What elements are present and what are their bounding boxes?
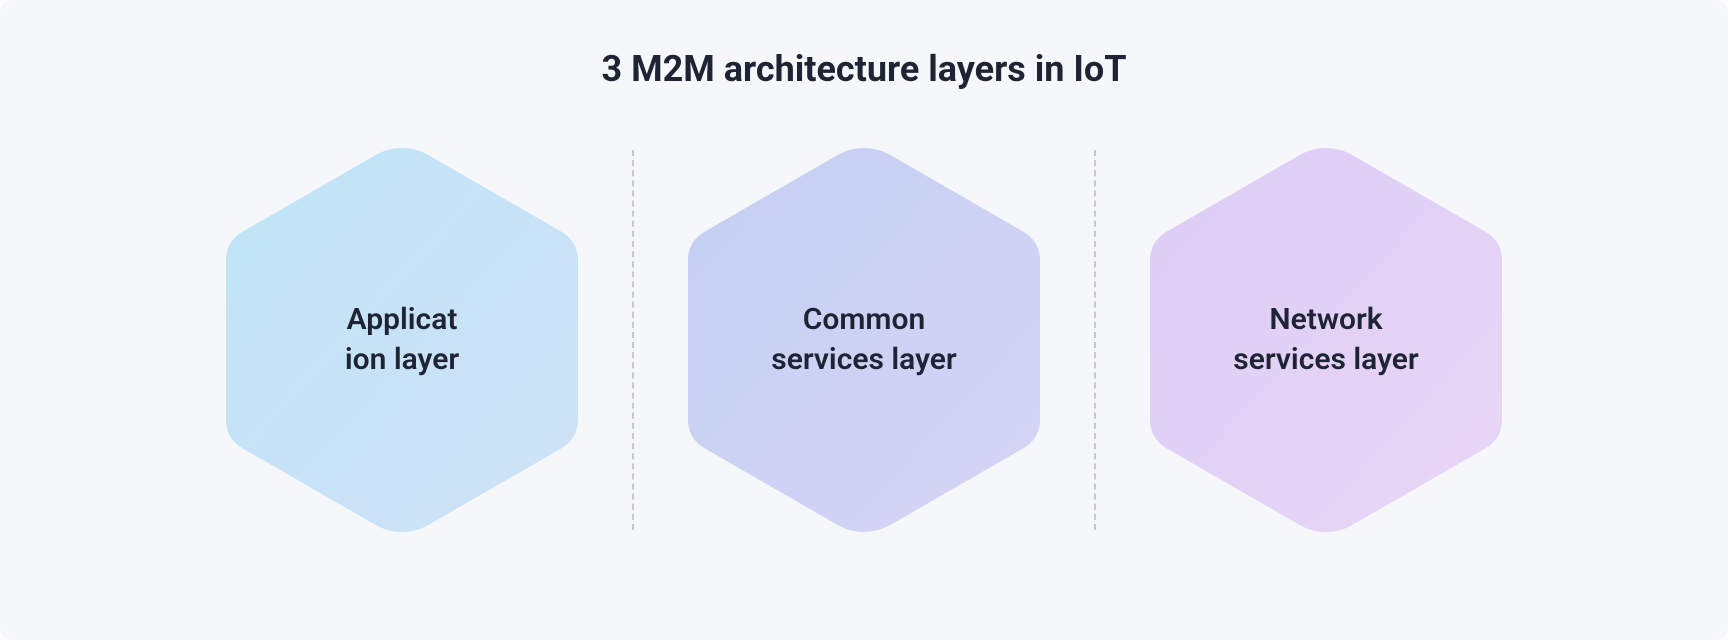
hexagon-label-line2: services layer: [1233, 342, 1418, 377]
hexagon-cell-application: Applicat ion layer: [172, 140, 632, 540]
hexagon-label: Network services layer: [1233, 300, 1418, 381]
hexagon-label-line2: services layer: [771, 342, 956, 377]
hexagon-common: Common services layer: [684, 140, 1044, 540]
hexagon-network: Network services layer: [1146, 140, 1506, 540]
hexagon-label-line1: Applicat: [347, 302, 458, 337]
hexagon-label: Common services layer: [771, 300, 956, 381]
hexagon-cell-network: Network services layer: [1096, 140, 1556, 540]
diagram-container: 3 M2M architecture layers in IoT Applica…: [0, 0, 1728, 640]
hexagon-application: Applicat ion layer: [222, 140, 582, 540]
diagram-title: 3 M2M architecture layers in IoT: [601, 48, 1126, 90]
hexagon-label: Applicat ion layer: [345, 300, 459, 381]
hexagons-row: Applicat ion layer Commo: [172, 140, 1556, 540]
hexagon-label-line1: Network: [1269, 302, 1382, 337]
hexagon-label-line1: Common: [803, 302, 925, 337]
hexagon-cell-common: Common services layer: [634, 140, 1094, 540]
hexagon-label-line2: ion layer: [345, 342, 459, 377]
